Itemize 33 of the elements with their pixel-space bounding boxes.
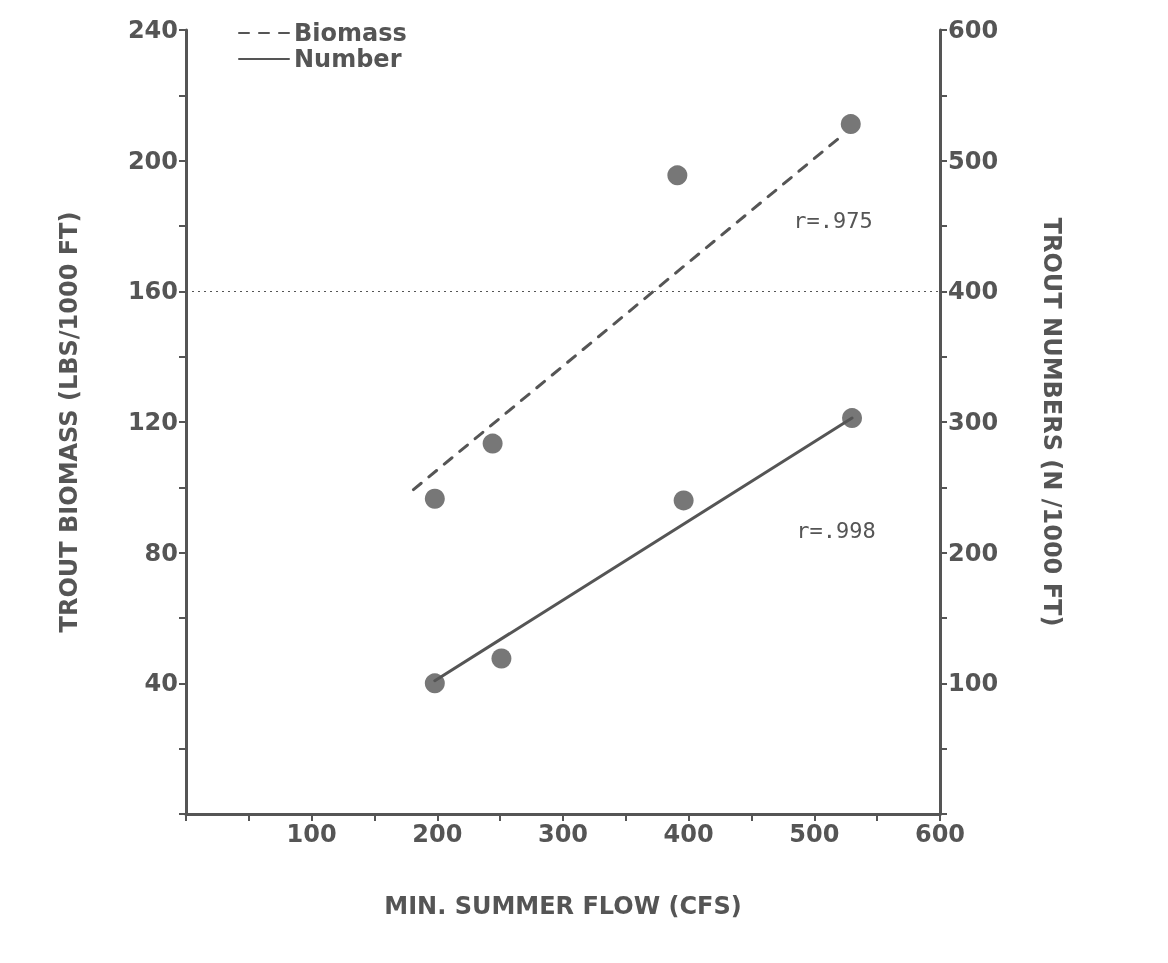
x-axis-title: MIN. SUMMER FLOW (CFS): [384, 892, 742, 920]
y2-tick-label: 100: [948, 669, 999, 698]
y2-tick-label: 200: [948, 538, 999, 567]
annotation: r=.975: [793, 207, 873, 233]
x-tick-label: 600: [914, 820, 966, 848]
y-tick-label: 80: [144, 538, 178, 567]
y-axis-title: TROUT BIOMASS (LBS/1000 FT): [55, 211, 83, 633]
y-tick-label: 240: [127, 16, 178, 44]
y-tick-label: 120: [127, 408, 178, 436]
y2-tick-label: 600: [948, 16, 999, 44]
x-tick-label: 200: [412, 820, 463, 848]
y-tick-label: 40: [144, 669, 178, 698]
legend-label: Number: [294, 45, 402, 73]
x-tick-label: 500: [789, 820, 840, 848]
y2-axis-title: TROUT NUMBERS (N /1000 FT): [1038, 217, 1066, 627]
y-tick-label: 200: [127, 146, 178, 175]
point: [673, 490, 694, 511]
annotation: r=.998: [796, 517, 876, 543]
x-tick-label: 400: [663, 820, 714, 848]
point: [840, 114, 861, 135]
legend-label: Biomass: [294, 19, 407, 47]
y2-tick-label: 400: [948, 277, 999, 306]
y-tick-label: 160: [127, 277, 178, 306]
point: [424, 488, 445, 509]
point: [424, 673, 445, 694]
y2-tick-label: 500: [948, 146, 999, 175]
x-tick-label: 100: [286, 820, 337, 848]
point: [667, 165, 688, 186]
y2-tick-label: 300: [948, 408, 999, 436]
point: [482, 433, 503, 454]
point: [842, 408, 863, 429]
x-tick-label: 300: [537, 820, 589, 848]
point: [491, 648, 512, 669]
